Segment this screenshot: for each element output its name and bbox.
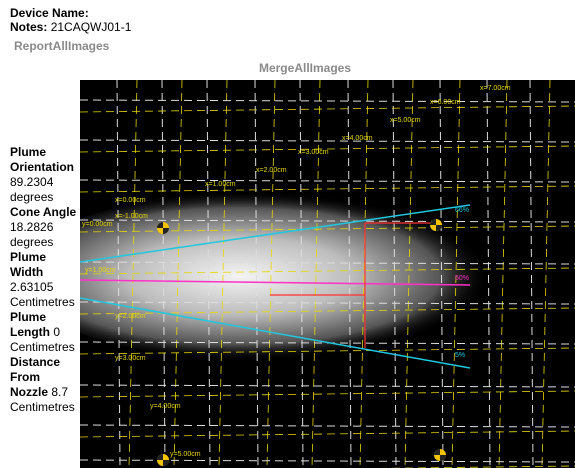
image-label: x=4.00cm bbox=[342, 135, 373, 142]
metric-unit: degrees bbox=[10, 235, 53, 249]
image-label: y=1.00cm bbox=[85, 267, 116, 274]
metric-unit: degrees bbox=[10, 190, 53, 204]
metric-unit: Centimetres bbox=[10, 340, 75, 354]
image-label: x=1.00cm bbox=[205, 181, 236, 188]
metric-label: Cone Angle bbox=[10, 205, 76, 219]
metric-value: 0 bbox=[53, 325, 60, 339]
device-name-label: Device Name: bbox=[10, 6, 89, 20]
metric: Plume Length 0 Centimetres bbox=[10, 310, 80, 355]
merged-image: x=7.00cm x=6.00cm x=5.00cm x=4.00cm x=3.00cm… bbox=[80, 80, 575, 468]
metric-label: Plume Length bbox=[10, 310, 50, 339]
image-label: y=2.00cm bbox=[115, 313, 146, 320]
metric: Plume Width 2.63105 Centimetres bbox=[10, 250, 80, 310]
image-label: x=7.00cm bbox=[480, 85, 511, 92]
metric: Plume Orientation 89.2304 degrees bbox=[10, 145, 80, 205]
image-label: y=4.00cm bbox=[150, 403, 181, 410]
metric-value: 89.2304 bbox=[10, 175, 53, 189]
image-label: x=6.00cm bbox=[430, 99, 461, 106]
metric-label: Plume Width bbox=[10, 250, 46, 279]
metric-value: 18.2826 bbox=[10, 220, 53, 234]
image-label: y=3.00cm bbox=[115, 355, 146, 362]
metric-label: Plume Orientation bbox=[10, 145, 74, 174]
notes-label: Notes: bbox=[10, 20, 47, 34]
image-label: x=-1.00cm bbox=[115, 213, 148, 220]
image-label: 5% bbox=[455, 352, 465, 359]
metric-value: 2.63105 bbox=[10, 280, 53, 294]
metric-unit: Centimetres bbox=[10, 400, 75, 414]
image-label: y=0.00cm bbox=[82, 221, 113, 228]
image-label: x=0.00cm bbox=[115, 197, 146, 204]
report-title: ReportAllImages bbox=[14, 39, 109, 53]
image-label: 50% bbox=[455, 275, 469, 282]
image-title: MergeAllImages bbox=[230, 61, 380, 75]
page: Device Name: Notes: 21CAQWJ01-1 ReportAl… bbox=[0, 0, 575, 468]
image-label: y=5.00cm bbox=[170, 451, 201, 458]
image-label: x=2.00cm bbox=[256, 167, 287, 174]
metric-value: 8.7 bbox=[51, 385, 68, 399]
metric-unit: Centimetres bbox=[10, 295, 75, 309]
image-label: x=3.00cm bbox=[298, 149, 329, 156]
notes-value: 21CAQWJ01-1 bbox=[51, 20, 132, 34]
header: Device Name: Notes: 21CAQWJ01-1 bbox=[10, 6, 131, 34]
metric: Distance From Nozzle 8.7 Centimetres bbox=[10, 355, 80, 415]
metric: Cone Angle 18.2826 degrees bbox=[10, 205, 80, 250]
image-label: x=5.00cm bbox=[390, 117, 421, 124]
image-label: 66% bbox=[455, 207, 469, 214]
